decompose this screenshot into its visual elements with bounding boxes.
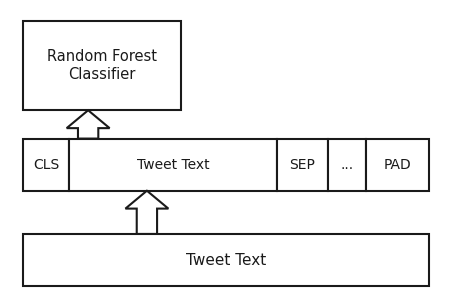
Bar [276,139,327,191]
Bar [365,139,428,191]
Text: ...: ... [340,158,353,172]
Text: PAD: PAD [383,158,411,172]
Text: Tweet Text: Tweet Text [185,252,266,268]
Polygon shape [125,191,168,234]
Bar [23,139,69,191]
Text: CLS: CLS [33,158,59,172]
Text: Random Forest
Classifier: Random Forest Classifier [46,49,156,82]
Text: Tweet Text: Tweet Text [137,158,209,172]
Polygon shape [67,110,110,139]
Bar [23,234,428,286]
Text: SEP: SEP [289,158,314,172]
Bar [69,139,276,191]
Bar [327,139,366,191]
Bar [23,21,180,110]
